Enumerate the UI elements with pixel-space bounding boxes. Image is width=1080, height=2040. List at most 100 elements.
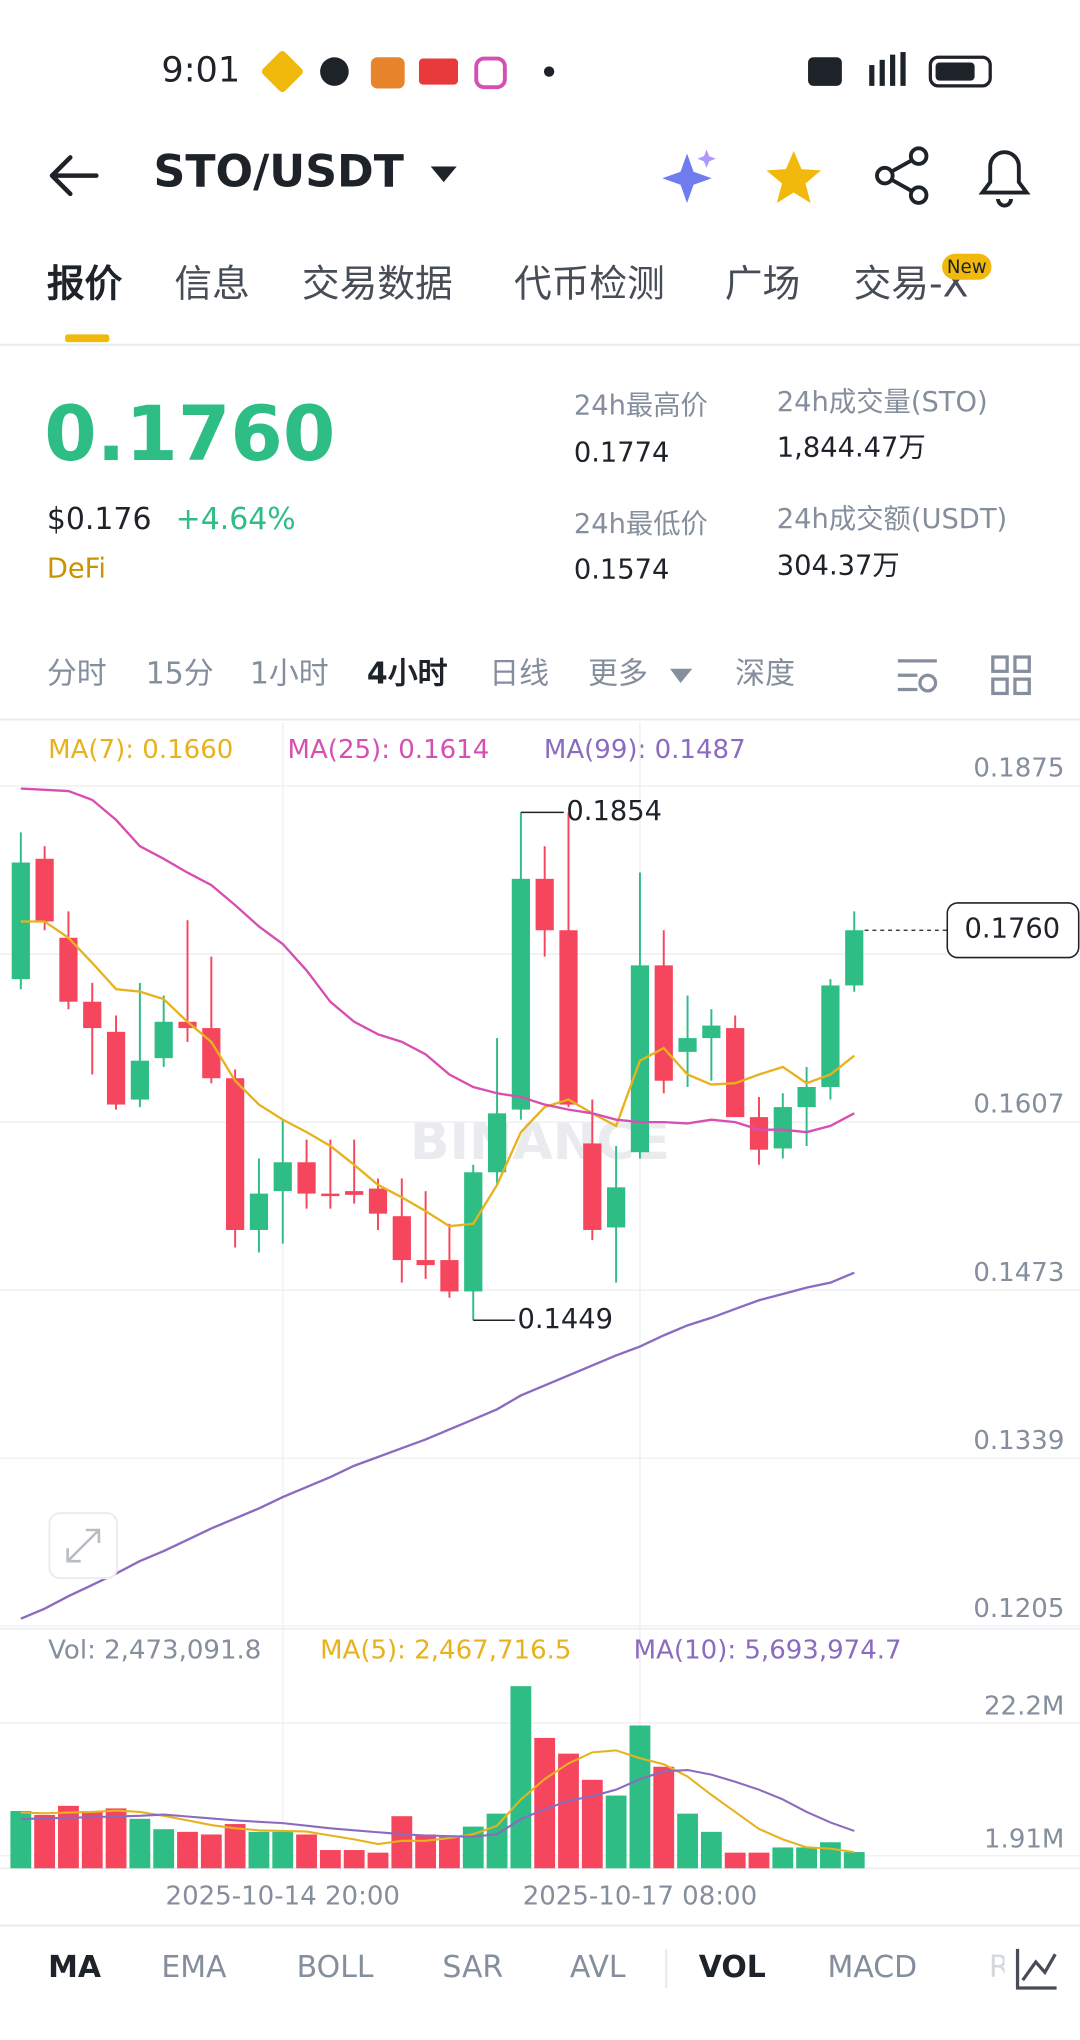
sector-tag[interactable]: DeFi [47,553,106,584]
volume-bar [34,1814,56,1869]
indicator[interactable]: BOLL [297,1950,374,1985]
vol-legend: MA(10): 5,693,974.7 [634,1635,902,1665]
chart-settings[interactable] [897,659,938,693]
volume-bar [677,1813,698,1869]
interval[interactable]: 15分 [146,657,214,692]
candle-body [511,878,530,1110]
ma-line [20,920,855,1228]
stat-value: 0.1774 [574,438,670,469]
candle-body [297,1162,316,1194]
volume-bar [58,1805,79,1869]
badge-bg [942,253,992,280]
y-tick-label: 0.1473 [973,1258,1064,1288]
candle-body [440,1260,459,1292]
ma-line [20,1271,855,1620]
indicator[interactable]: MACD [828,1950,918,1985]
candle-body [392,1216,411,1261]
ma-legend: MA(25): 0.1614 [288,735,490,765]
new-badge: New [947,257,987,278]
candle-body [59,937,78,1002]
interval[interactable]: 分时 [47,657,107,692]
vol-legend: MA(5): 2,467,716.5 [320,1635,571,1665]
candle-body [202,1028,221,1079]
pair-dropdown[interactable] [430,166,457,183]
back-button[interactable] [49,155,99,197]
candle-body [749,1117,769,1150]
plot-area: 0.18750.17410.16070.14730.13390.12052025… [0,722,1080,1911]
interval[interactable]: 4小时 [367,657,448,692]
candle-body [35,858,54,922]
candle-body [845,930,864,986]
volume-bar [534,1737,556,1869]
favorite-button[interactable] [766,150,822,203]
stat-label: 24h最低价 [574,509,708,540]
volume-bar [319,1850,341,1869]
alert-button[interactable] [978,150,1031,208]
indicator[interactable]: AVL [570,1950,626,1985]
tab[interactable]: 交易数据 [302,262,453,306]
ai-button[interactable] [662,149,716,203]
volume-bar [415,1834,437,1869]
volume-bar [796,1847,818,1869]
volume-bar [462,1826,484,1869]
stat-value: 304.37万 [777,551,900,582]
volume-bar [581,1779,603,1869]
y-tick-label: 0.1205 [973,1594,1064,1624]
stat-label: 24h成交量(STO) [777,387,988,418]
volume-bar [153,1829,175,1869]
volume-bar [724,1852,746,1869]
candle-body [654,965,673,1081]
tab[interactable]: 广场 [725,262,800,306]
indicator[interactable]: SAR [442,1950,503,1985]
candle-body [178,1021,197,1029]
share-button[interactable] [875,146,929,205]
layout-button[interactable] [991,655,1031,696]
candle-body [368,1188,388,1214]
candle-body [273,1162,292,1192]
price-change: +4.64% [176,502,296,537]
tab[interactable]: 信息 [174,262,249,306]
tab[interactable]: 代币检测 [514,262,665,306]
volume-bar [843,1852,865,1869]
volume-bar [820,1842,841,1869]
tab-indicator [65,334,110,343]
interval[interactable]: 深度 [735,657,795,692]
volume-bar [605,1795,627,1869]
candle-body [416,1260,435,1266]
stat-value: 1,844.47万 [777,432,926,463]
indicator[interactable]: EMA [161,1950,227,1985]
stat-value: 0.1574 [574,555,670,586]
indicator[interactable]: VOL [699,1950,766,1985]
volume-bar [224,1824,246,1869]
candle-body [607,1187,626,1228]
y-tick-label: 0.1607 [973,1090,1064,1120]
volume-bar [177,1831,198,1869]
volume-ma-line [20,1768,855,1838]
candle-body [559,930,578,1105]
status-icons [261,51,992,93]
ma-legend: MA(7): 0.1660 [48,735,233,765]
candle-body [321,1193,340,1197]
indicator-settings[interactable] [1004,1938,1080,1996]
more-dropdown[interactable] [670,668,693,684]
interval[interactable]: 日线 [489,657,549,692]
indicator[interactable]: R [989,1950,1010,1985]
volume-bar [10,1811,32,1869]
stat-label: 24h成交额(USDT) [777,504,1007,535]
volume-bar [700,1831,722,1869]
last-price: 0.1760 [44,390,335,478]
interval[interactable]: 更多 [588,657,648,692]
pair-title[interactable]: STO/USDT [154,146,404,197]
candle-body [678,1038,697,1052]
ma-line [20,787,855,1134]
tab[interactable]: 报价 [47,262,123,306]
low-label: 0.1449 [517,1304,613,1335]
interval[interactable]: 1小时 [250,657,329,692]
vol-legend: Vol: 2,473,091.8 [48,1635,261,1665]
volume-bar [296,1834,317,1869]
candle-body [345,1191,364,1195]
expand-button[interactable] [48,1512,119,1580]
indicator[interactable]: MA [48,1950,101,1985]
x-tick-label: 2025-10-17 08:00 [523,1881,757,1911]
volume-bar [653,1766,675,1869]
